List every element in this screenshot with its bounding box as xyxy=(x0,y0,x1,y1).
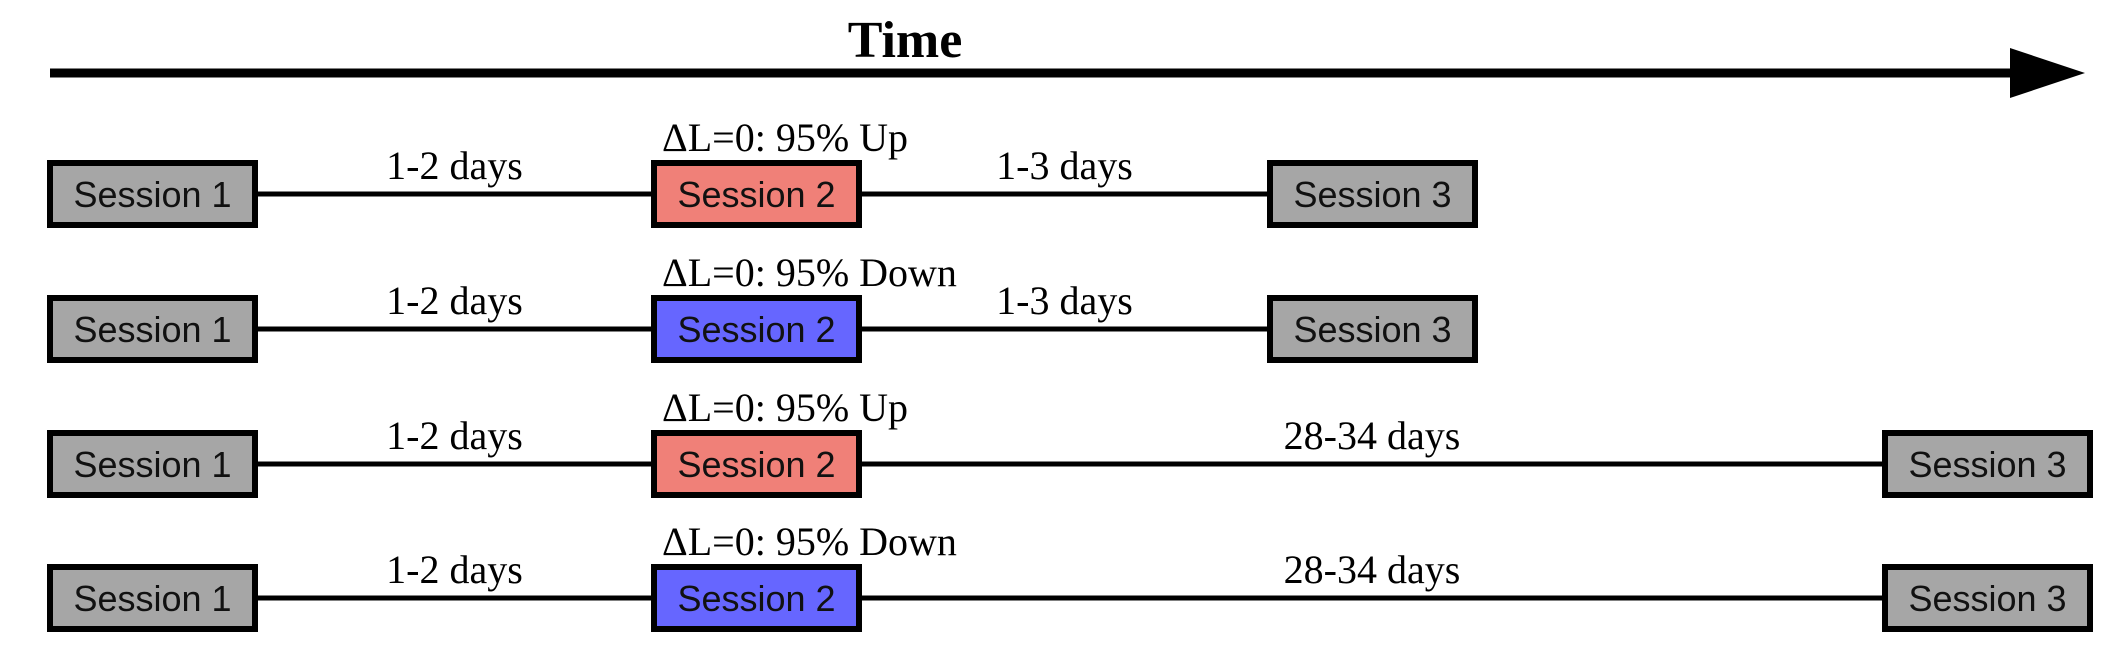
interval-label-1: 1-2 days xyxy=(386,143,523,188)
timeline-row-1: Session 1 Session 2 Session 3 1-2 days 1-3 d… xyxy=(47,115,1478,228)
session-1-box-label: Session 1 xyxy=(73,578,231,619)
session-3-box xyxy=(1267,295,1478,363)
session-1-box xyxy=(47,430,258,498)
session-2-box-label: Session 2 xyxy=(677,578,835,619)
interval-label-2: 28-34 days xyxy=(1284,547,1461,592)
condition-label: ΔL=0: 95% Down xyxy=(662,519,957,564)
session-2-box xyxy=(651,160,862,228)
session-2-box xyxy=(651,430,862,498)
session-2-box-label: Session 2 xyxy=(677,309,835,350)
condition-label: ΔL=0: 95% Up xyxy=(662,385,908,430)
session-3-box xyxy=(1882,564,2093,632)
timeline-row-2: Session 1 Session 2 Session 3 1-2 days 1-3 d… xyxy=(47,250,1478,363)
session-1-box xyxy=(47,295,258,363)
timeline-row-3: Session 1 Session 2 Session 3 1-2 days 28-34… xyxy=(47,385,2093,498)
timeline-rows: Session 1 Session 2 Session 3 1-2 days 1-3 d… xyxy=(47,115,2093,632)
time-axis-title: Time xyxy=(848,12,963,69)
interval-label-2: 28-34 days xyxy=(1284,413,1461,458)
interval-label-2: 1-3 days xyxy=(996,143,1133,188)
session-2-box-label: Session 2 xyxy=(677,174,835,215)
session-3-box xyxy=(1882,430,2093,498)
time-axis: Time xyxy=(50,12,2085,98)
session-1-box-label: Session 1 xyxy=(73,309,231,350)
session-1-box xyxy=(47,160,258,228)
session-3-box-label: Session 3 xyxy=(1293,174,1451,215)
session-3-box-label: Session 3 xyxy=(1908,578,2066,619)
session-1-box-label: Session 1 xyxy=(73,174,231,215)
session-3-box-label: Session 3 xyxy=(1908,444,2066,485)
condition-label: ΔL=0: 95% Up xyxy=(662,115,908,160)
session-3-box-label: Session 3 xyxy=(1293,309,1451,350)
session-3-box xyxy=(1267,160,1478,228)
interval-label-1: 1-2 days xyxy=(386,278,523,323)
interval-label-2: 1-3 days xyxy=(996,278,1133,323)
interval-label-1: 1-2 days xyxy=(386,547,523,592)
session-1-box xyxy=(47,564,258,632)
session-2-box xyxy=(651,564,862,632)
timeline-row-4: Session 1 Session 2 Session 3 1-2 days 28-34… xyxy=(47,519,2093,632)
session-1-box-label: Session 1 xyxy=(73,444,231,485)
session-2-box xyxy=(651,295,862,363)
session-2-box-label: Session 2 xyxy=(677,444,835,485)
condition-label: ΔL=0: 95% Down xyxy=(662,250,957,295)
time-axis-arrowhead xyxy=(2010,48,2085,98)
interval-label-1: 1-2 days xyxy=(386,413,523,458)
